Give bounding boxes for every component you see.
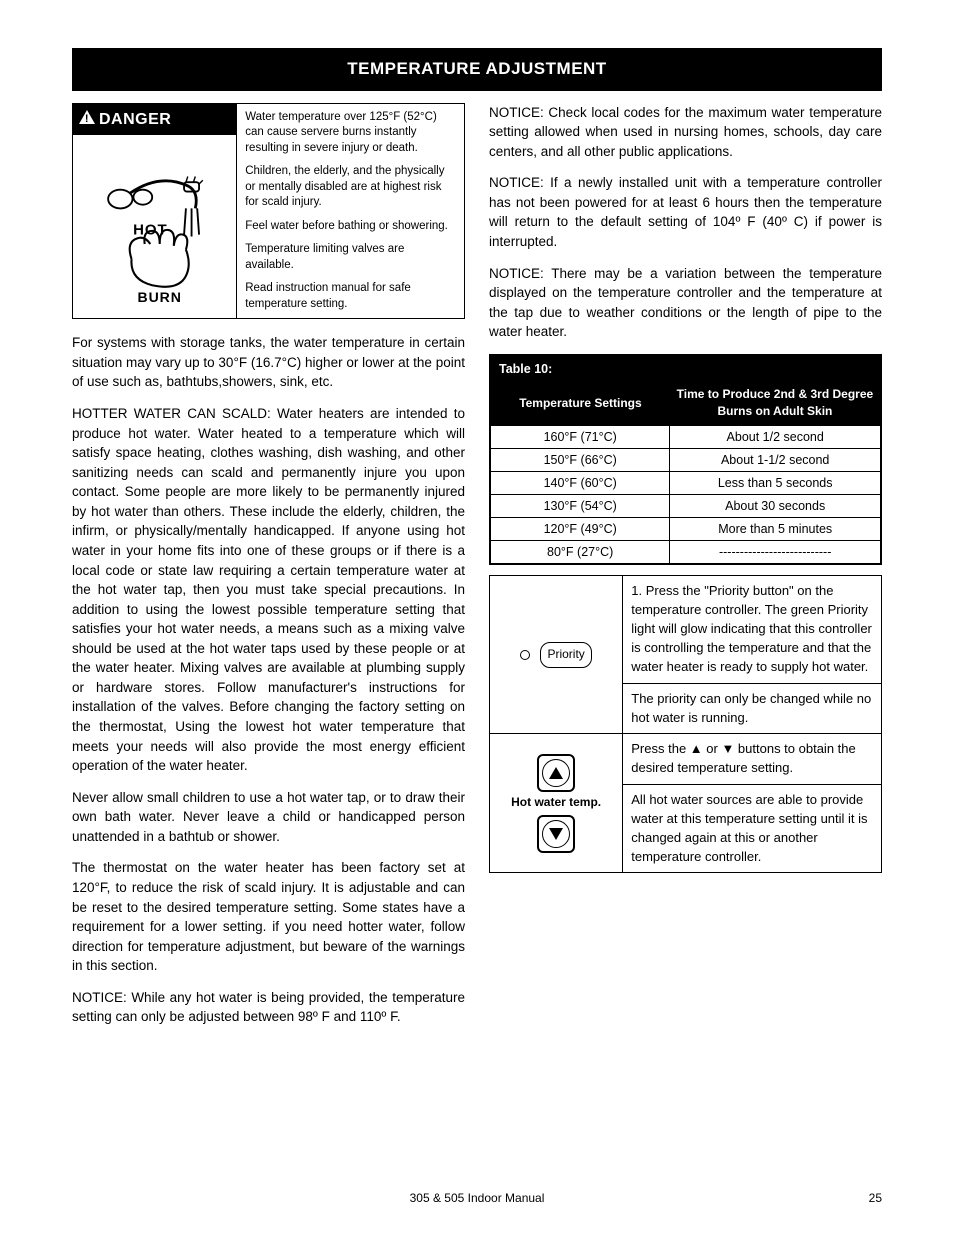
danger-left-panel: ! DANGER: [73, 104, 237, 319]
body-paragraph: NOTICE: There may be a variation between…: [489, 264, 882, 342]
step-text: All hot water sources are able to provid…: [623, 785, 882, 873]
section-header: TEMPERATURE ADJUSTMENT: [72, 48, 882, 91]
body-paragraph: NOTICE: Check local codes for the maximu…: [489, 103, 882, 162]
cell-time: About 1/2 second: [670, 425, 881, 448]
cell-temp: 80°F (27°C): [490, 541, 670, 565]
priority-button-label: Priority: [540, 642, 591, 667]
temp-buttons-visual: Hot water temp.: [494, 754, 618, 853]
cell-time: About 1-1/2 second: [670, 448, 881, 471]
table-row: 120°F (49°C)More than 5 minutes: [490, 518, 881, 541]
body-paragraph: NOTICE: While any hot water is being pro…: [72, 988, 465, 1027]
priority-led-icon: [520, 650, 530, 660]
body-paragraph: The thermostat on the water heater has b…: [72, 858, 465, 975]
table-row: 130°F (54°C)About 30 seconds: [490, 495, 881, 518]
table-row: 160°F (71°C)About 1/2 second: [490, 425, 881, 448]
danger-line: Feel water before bathing or showering.: [245, 219, 456, 235]
cell-time: About 30 seconds: [670, 495, 881, 518]
warning-triangle-icon: !: [79, 108, 95, 131]
footer-page-number: 25: [869, 1190, 882, 1207]
danger-line: Children, the elderly, and the physicall…: [245, 164, 456, 211]
steps-table: Priority 1. Press the "Priority button" …: [489, 575, 882, 873]
svg-text:BURN: BURN: [137, 289, 181, 304]
table-col-header: Time to Produce 2nd & 3rd Degree Burns o…: [670, 382, 881, 425]
step-text: 1. Press the "Priority button" on the te…: [623, 576, 882, 683]
temp-label: Hot water temp.: [494, 794, 618, 811]
cell-temp: 140°F (60°C): [490, 471, 670, 494]
temp-icon-cell: Hot water temp.: [490, 734, 623, 873]
cell-temp: 130°F (54°C): [490, 495, 670, 518]
danger-line: Water temperature over 125°F (52°C) can …: [245, 110, 456, 157]
table-row: 80°F (27°C)---------------------------: [490, 541, 881, 565]
table-row: 150°F (66°C)About 1-1/2 second: [490, 448, 881, 471]
danger-text-panel: Water temperature over 125°F (52°C) can …: [237, 104, 464, 319]
cell-time: ---------------------------: [670, 541, 881, 565]
footer-doc-title: 305 & 505 Indoor Manual: [72, 1190, 882, 1207]
danger-box: ! DANGER: [72, 103, 465, 320]
burns-table: Table 10: Temperature Settings Time to P…: [489, 354, 882, 566]
arrow-down-icon: [537, 815, 575, 853]
danger-badge: ! DANGER: [73, 104, 236, 135]
priority-icon-cell: Priority: [490, 576, 623, 734]
right-column: NOTICE: Check local codes for the maximu…: [489, 103, 882, 1039]
danger-line: Read instruction manual for safe tempera…: [245, 281, 456, 312]
svg-text:!: !: [85, 113, 89, 124]
cell-temp: 120°F (49°C): [490, 518, 670, 541]
table-title: Table 10:: [490, 355, 881, 382]
two-column-layout: ! DANGER: [72, 103, 882, 1039]
step-text: Press the ▲ or ▼ buttons to obtain the d…: [623, 734, 882, 785]
body-paragraph: HOTTER WATER CAN SCALD: Water heaters ar…: [72, 404, 465, 776]
table-col-header: Temperature Settings: [490, 382, 670, 425]
left-column: ! DANGER: [72, 103, 465, 1039]
body-paragraph: NOTICE: If a newly installed unit with a…: [489, 173, 882, 251]
danger-illustration: HOT BURN: [73, 135, 236, 318]
body-paragraph: Never allow small children to use a hot …: [72, 788, 465, 847]
danger-badge-text: DANGER: [99, 108, 171, 131]
arrow-up-icon: [537, 754, 575, 792]
cell-temp: 150°F (66°C): [490, 448, 670, 471]
danger-line: Temperature limiting valves are availabl…: [245, 242, 456, 273]
priority-button-visual: Priority: [494, 642, 618, 667]
page-footer: 305 & 505 Indoor Manual 25: [72, 1190, 882, 1207]
cell-temp: 160°F (71°C): [490, 425, 670, 448]
body-paragraph: For systems with storage tanks, the wate…: [72, 333, 465, 392]
table-row: 140°F (60°C)Less than 5 seconds: [490, 471, 881, 494]
cell-time: Less than 5 seconds: [670, 471, 881, 494]
cell-time: More than 5 minutes: [670, 518, 881, 541]
step-text: The priority can only be changed while n…: [623, 683, 882, 734]
